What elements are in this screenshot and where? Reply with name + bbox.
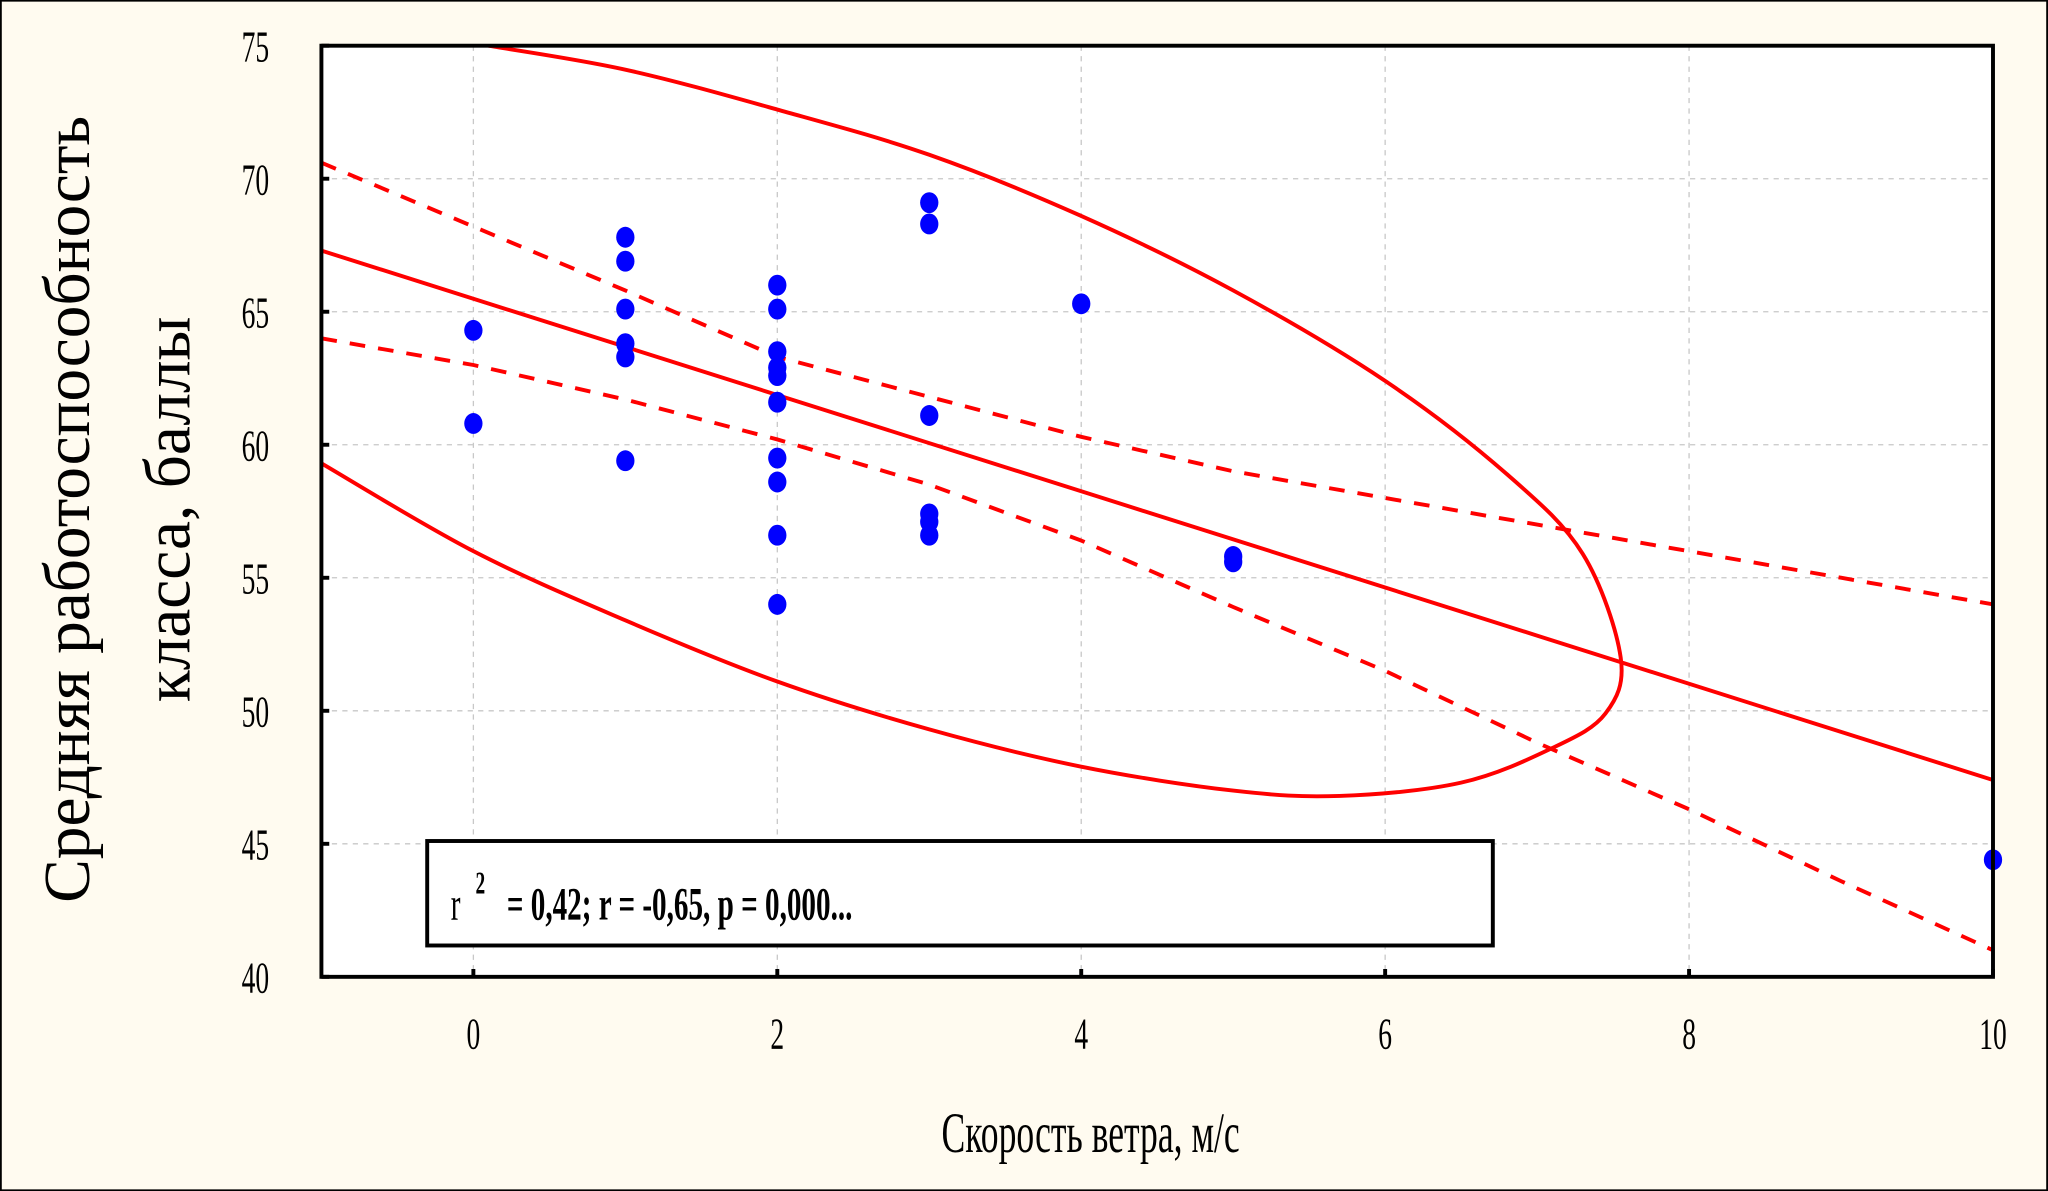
data-point	[768, 365, 787, 387]
y-tick-label: 70	[242, 155, 270, 204]
data-point	[920, 524, 939, 546]
x-tick-label: 0	[466, 1009, 480, 1058]
confidence-ellipse	[321, 45, 1624, 799]
stats-text: = 0,42; r = -0,65, p = 0,000...	[507, 879, 853, 931]
data-point	[616, 226, 635, 248]
ci-lower-line	[321, 336, 1993, 952]
y-axis-label-line2: класса, баллы	[133, 317, 205, 702]
plot-area	[321, 45, 1993, 977]
x-tick-label: 10	[1979, 1009, 2007, 1058]
data-point	[1072, 293, 1091, 315]
x-tick-label: 2	[770, 1009, 784, 1058]
x-tick-label: 4	[1074, 1009, 1088, 1058]
x-tick-label: 6	[1378, 1009, 1392, 1058]
r2-label: r	[451, 879, 461, 931]
data-point	[616, 450, 635, 472]
data-point	[768, 524, 787, 546]
data-point	[768, 391, 787, 413]
y-tick-label: 50	[242, 687, 270, 736]
ci-upper-line	[321, 160, 1993, 607]
x-axis-label: Скорость ветра, м/с	[942, 1101, 1240, 1165]
y-tick-label: 40	[242, 953, 270, 1002]
data-point	[768, 593, 787, 615]
data-point	[920, 213, 939, 235]
x-tick-label: 8	[1682, 1009, 1696, 1058]
data-point	[616, 250, 635, 272]
y-tick-label: 75	[242, 22, 270, 71]
plot-border	[319, 43, 1995, 979]
regression-line	[321, 248, 1993, 782]
data-point	[768, 341, 787, 363]
curves	[321, 45, 1993, 952]
data-point	[464, 413, 483, 434]
y-axis-label-line1: Средняя работоспособность	[32, 116, 104, 903]
data-point	[768, 471, 787, 493]
data-point	[768, 447, 787, 469]
points	[464, 192, 2003, 871]
data-point	[768, 274, 787, 296]
y-tick-label: 60	[242, 421, 270, 470]
stats-box: r 2 = 0,42; r = -0,65, p = 0,000...	[425, 839, 1495, 948]
data-point	[920, 192, 939, 214]
data-point	[920, 405, 939, 426]
ticks: 0 2 4 6 8 10 40 45 50 55 60 65 70 75	[242, 22, 2007, 1059]
data-point	[616, 346, 635, 368]
r2-sup: 2	[476, 866, 486, 901]
data-point	[768, 298, 787, 320]
y-tick-label: 45	[242, 820, 270, 869]
data-point	[464, 319, 483, 341]
y-tick-label: 65	[242, 288, 270, 337]
data-point	[616, 298, 635, 320]
y-tick-label: 55	[242, 554, 270, 603]
data-point	[1224, 551, 1243, 573]
